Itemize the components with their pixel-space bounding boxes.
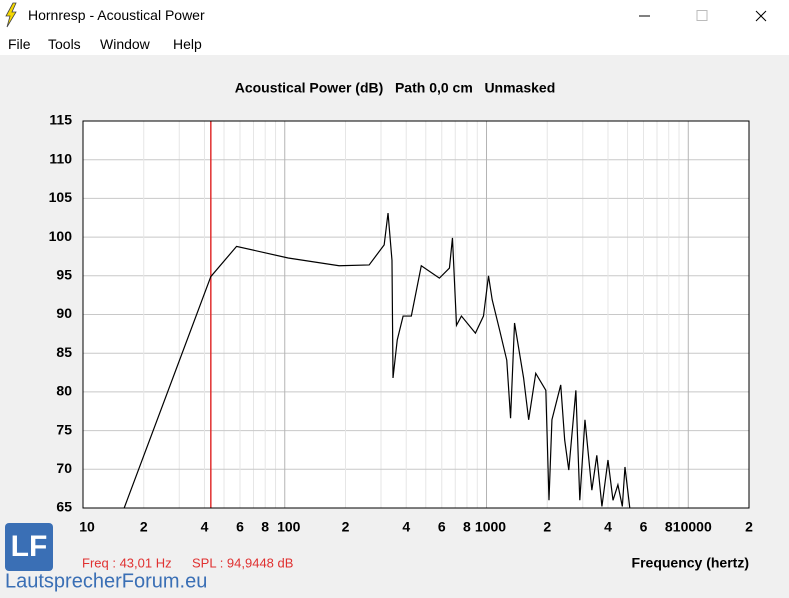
x-tick-label: 4 [201, 519, 209, 535]
x-tick-label: 4 [604, 519, 612, 535]
x-tick-label: 8 [261, 519, 269, 535]
x-tick-label: 4 [402, 519, 410, 535]
menu-item[interactable]: Window [100, 36, 150, 52]
y-tick-label: 75 [56, 421, 72, 437]
y-tick-label: 95 [56, 267, 72, 283]
x-tick-label: 6 [640, 519, 648, 535]
x-tick-label: 1000 [475, 519, 506, 535]
watermark: LautsprecherForum.eu [5, 570, 207, 592]
y-tick-label: 85 [56, 344, 72, 360]
x-tick-label: 2 [543, 519, 551, 535]
status-freq: Freq : 43,01 Hz [82, 555, 172, 570]
x-tick-label: 8 [463, 519, 471, 535]
y-tick-label: 80 [56, 383, 72, 399]
logo-text: LF [11, 530, 48, 563]
title-bar: Hornresp - Acoustical Power [0, 0, 789, 32]
data-line [123, 213, 631, 508]
menu-item[interactable]: Help [173, 36, 202, 52]
y-tick-label: 110 [49, 150, 72, 166]
y-tick-label: 105 [49, 189, 73, 205]
window-controls [639, 10, 767, 22]
x-tick-label: 10 [79, 519, 95, 535]
menu-item[interactable]: Tools [48, 36, 81, 52]
y-tick-label: 115 [49, 112, 72, 128]
app-icon [5, 2, 17, 28]
menu-item[interactable]: File [8, 36, 31, 52]
x-tick-label: 6 [438, 519, 446, 535]
x-axis-label: Frequency (hertz) [632, 555, 749, 571]
maximize[interactable] [696, 10, 708, 21]
logo [5, 523, 53, 571]
close[interactable] [755, 10, 767, 22]
x-tick-label: 6 [236, 519, 244, 535]
status-spl: SPL : 94,9448 dB [192, 555, 293, 570]
x-tick-label: 8 [665, 519, 673, 535]
window-title: Hornresp - Acoustical Power [28, 7, 205, 23]
x-tick-label: 2 [342, 519, 350, 535]
x-tick-label: 2 [745, 519, 753, 535]
x-tick-label: 2 [140, 519, 148, 535]
x-tick-label: 100 [277, 519, 301, 535]
y-tick-label: 100 [49, 228, 73, 244]
plot-frame [82, 120, 750, 509]
chart-title: Acoustical Power (dB) Path 0,0 cm Unmask… [235, 80, 556, 96]
x-tick-label: 10000 [673, 519, 712, 535]
y-tick-label: 65 [56, 499, 72, 515]
y-tick-label: 70 [56, 460, 72, 476]
y-tick-label: 90 [56, 305, 72, 321]
menu-bar: File Tools Window Help [0, 32, 789, 55]
